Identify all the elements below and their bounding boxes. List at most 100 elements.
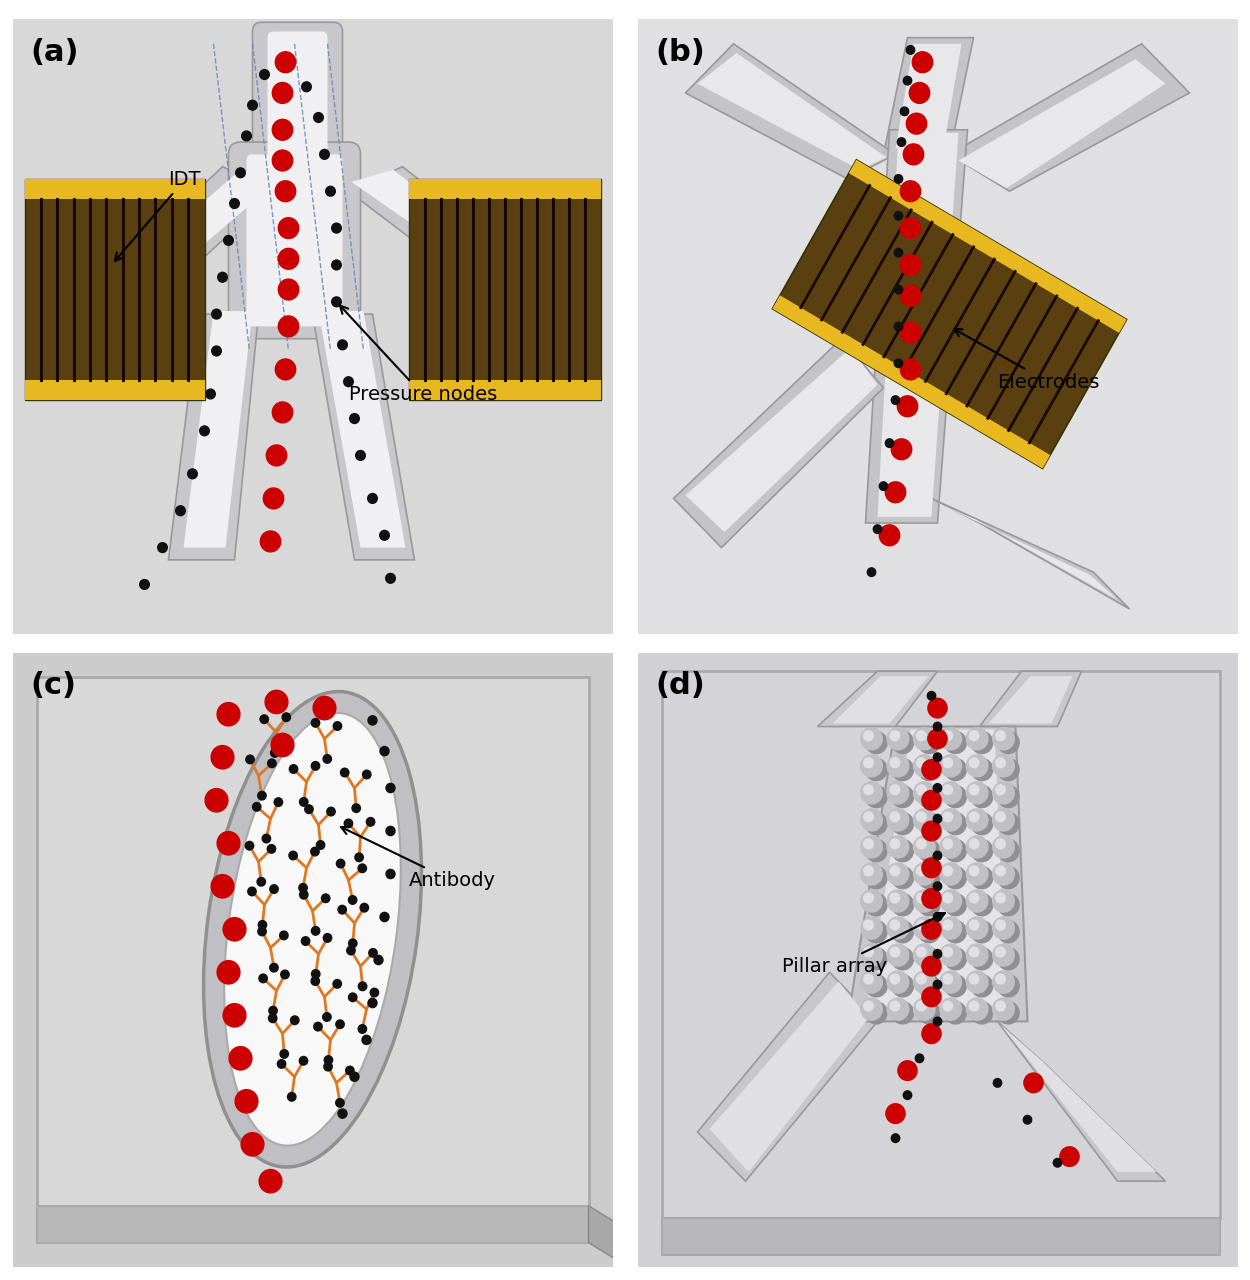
Circle shape xyxy=(241,1133,264,1156)
FancyBboxPatch shape xyxy=(246,155,342,326)
Circle shape xyxy=(334,722,341,731)
Circle shape xyxy=(211,310,221,319)
Circle shape xyxy=(971,893,992,915)
Circle shape xyxy=(888,755,909,777)
Circle shape xyxy=(945,813,966,835)
Circle shape xyxy=(888,782,909,804)
Circle shape xyxy=(311,970,320,978)
Circle shape xyxy=(282,713,290,722)
Circle shape xyxy=(864,920,874,929)
Circle shape xyxy=(892,975,914,997)
Circle shape xyxy=(279,279,299,300)
Polygon shape xyxy=(42,166,276,339)
Circle shape xyxy=(916,838,926,849)
Circle shape xyxy=(864,867,874,876)
Circle shape xyxy=(890,1001,900,1011)
Circle shape xyxy=(336,1020,344,1029)
Circle shape xyxy=(344,376,354,387)
Circle shape xyxy=(998,975,1019,997)
Circle shape xyxy=(1060,1147,1079,1166)
Circle shape xyxy=(260,69,269,79)
Circle shape xyxy=(996,731,1005,741)
Circle shape xyxy=(861,755,882,777)
Circle shape xyxy=(996,1001,1005,1011)
Circle shape xyxy=(865,731,887,754)
Polygon shape xyxy=(950,44,1190,191)
Circle shape xyxy=(326,808,335,815)
Circle shape xyxy=(998,840,1019,861)
Circle shape xyxy=(320,150,329,159)
Circle shape xyxy=(338,905,346,914)
FancyBboxPatch shape xyxy=(268,32,328,191)
Circle shape xyxy=(279,316,299,337)
Circle shape xyxy=(890,758,900,768)
Circle shape xyxy=(904,77,911,84)
Circle shape xyxy=(916,785,926,795)
Circle shape xyxy=(346,946,355,955)
Circle shape xyxy=(900,323,921,343)
Circle shape xyxy=(966,972,988,993)
Circle shape xyxy=(188,468,198,479)
Circle shape xyxy=(275,358,296,380)
Circle shape xyxy=(916,758,926,768)
Circle shape xyxy=(940,728,961,750)
Circle shape xyxy=(890,867,900,876)
Circle shape xyxy=(311,927,320,936)
Circle shape xyxy=(945,1002,966,1024)
Circle shape xyxy=(272,402,292,422)
Circle shape xyxy=(966,809,988,831)
Circle shape xyxy=(368,716,378,724)
Circle shape xyxy=(892,759,914,781)
Circle shape xyxy=(971,840,992,861)
Circle shape xyxy=(942,812,952,822)
Text: Electrodes: Electrodes xyxy=(954,329,1100,392)
Circle shape xyxy=(865,920,887,943)
Circle shape xyxy=(942,920,952,929)
Circle shape xyxy=(314,113,324,123)
Circle shape xyxy=(919,867,940,888)
Circle shape xyxy=(998,759,1019,781)
Circle shape xyxy=(230,198,239,209)
Circle shape xyxy=(945,975,966,997)
Circle shape xyxy=(912,51,932,73)
Circle shape xyxy=(892,731,914,754)
Circle shape xyxy=(888,728,909,750)
Circle shape xyxy=(992,809,1014,831)
Circle shape xyxy=(362,1036,371,1044)
Circle shape xyxy=(864,974,874,984)
Circle shape xyxy=(865,947,887,970)
Circle shape xyxy=(940,836,961,858)
Circle shape xyxy=(864,947,874,957)
Circle shape xyxy=(919,975,940,997)
Circle shape xyxy=(971,786,992,808)
Circle shape xyxy=(246,755,254,764)
Circle shape xyxy=(992,945,1014,966)
Circle shape xyxy=(861,782,882,804)
Circle shape xyxy=(945,759,966,781)
Circle shape xyxy=(359,982,366,991)
Circle shape xyxy=(940,863,961,884)
Circle shape xyxy=(934,980,941,989)
Circle shape xyxy=(940,809,961,831)
Circle shape xyxy=(998,867,1019,888)
Circle shape xyxy=(934,851,941,860)
Circle shape xyxy=(922,919,941,940)
Circle shape xyxy=(890,947,900,957)
Circle shape xyxy=(299,1056,308,1065)
Bar xyxy=(25,380,205,401)
Circle shape xyxy=(865,975,887,997)
Bar xyxy=(409,380,600,401)
Circle shape xyxy=(176,506,185,516)
Circle shape xyxy=(864,758,874,768)
Circle shape xyxy=(900,108,909,115)
Circle shape xyxy=(224,236,234,246)
Circle shape xyxy=(346,1066,354,1075)
Circle shape xyxy=(940,782,961,804)
Circle shape xyxy=(290,1016,299,1024)
Circle shape xyxy=(992,998,1014,1020)
Circle shape xyxy=(919,947,940,970)
Circle shape xyxy=(966,782,988,804)
Circle shape xyxy=(892,920,914,943)
Circle shape xyxy=(236,168,245,178)
Bar xyxy=(849,160,1126,333)
